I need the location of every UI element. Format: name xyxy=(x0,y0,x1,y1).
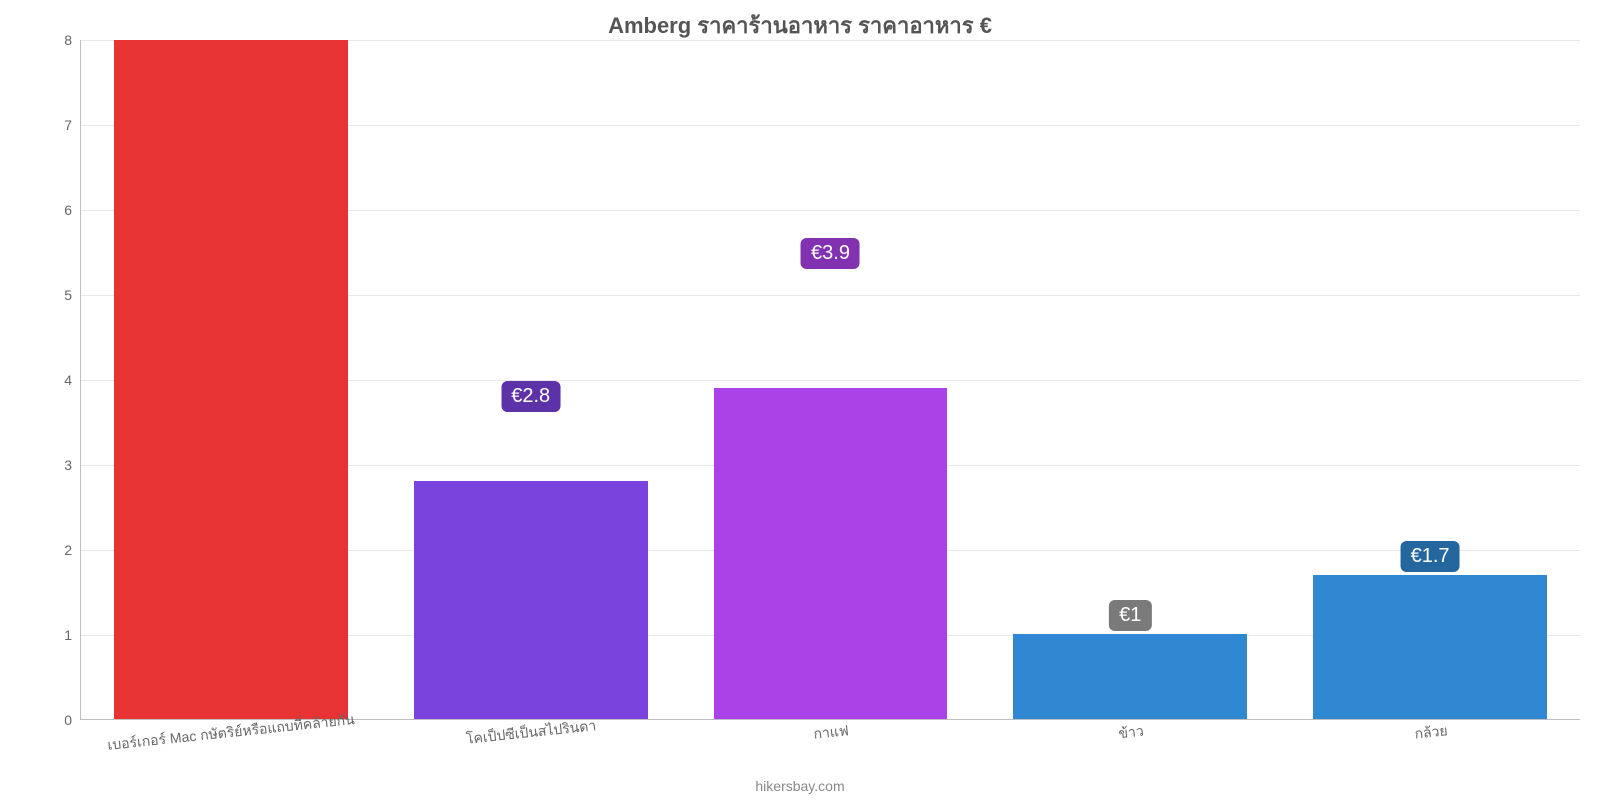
bars-row: €8 €2.8 €3.9 €1 €1.7 xyxy=(81,40,1580,719)
bar-slot: €3.9 xyxy=(681,40,981,719)
plot-area: €8 €2.8 €3.9 €1 €1.7 xyxy=(80,40,1580,720)
y-tick-label: 6 xyxy=(12,202,72,218)
x-label-slot: ข้าว xyxy=(980,722,1280,762)
y-tick-label: 2 xyxy=(12,542,72,558)
y-tick-label: 3 xyxy=(12,457,72,473)
x-axis-labels: เบอร์เกอร์ Mac กษัตริย์หรือแถบที่คล้ายกั… xyxy=(80,722,1580,762)
bar: €3.9 xyxy=(714,388,948,719)
bar: €8 xyxy=(114,40,348,719)
bar-value-badge: €1.7 xyxy=(1401,541,1460,572)
bar-slot: €8 xyxy=(81,40,381,719)
x-axis-label: โคเป็ปซีเป็นสไปรินดา xyxy=(465,715,597,751)
chart-title: Amberg ราคาร้านอาหาร ราคาอาหาร € xyxy=(0,8,1600,43)
bar: €2.8 xyxy=(414,481,648,719)
x-label-slot: โคเป็ปซีเป็นสไปรินดา xyxy=(380,722,680,762)
x-label-slot: กาแฟ xyxy=(680,722,980,762)
x-label-slot: กล้วย xyxy=(1280,722,1580,762)
y-tick-label: 7 xyxy=(12,117,72,133)
bar-value-badge: €1 xyxy=(1109,600,1151,631)
y-tick-label: 1 xyxy=(12,627,72,643)
bar-value-badge: €3.9 xyxy=(801,238,860,269)
bar-slot: €1.7 xyxy=(1280,40,1580,719)
bar-slot: €2.8 xyxy=(381,40,681,719)
y-tick-label: 8 xyxy=(12,32,72,48)
chart-container: Amberg ราคาร้านอาหาร ราคาอาหาร € €8€2.8€… xyxy=(0,0,1600,800)
y-tick-label: 5 xyxy=(12,287,72,303)
x-axis-label: กาแฟ xyxy=(812,720,849,746)
x-axis-label: กล้วย xyxy=(1414,720,1449,745)
footer-attribution: hikersbay.com xyxy=(0,778,1600,794)
bar-value-badge: €2.8 xyxy=(501,381,560,412)
y-tick-label: 0 xyxy=(12,712,72,728)
bar-slot: €1 xyxy=(980,40,1280,719)
x-label-slot: เบอร์เกอร์ Mac กษัตริย์หรือแถบที่คล้ายกั… xyxy=(80,722,380,762)
bar: €1 xyxy=(1013,634,1247,719)
y-tick-label: 4 xyxy=(12,372,72,388)
x-axis-label: ข้าว xyxy=(1117,721,1144,746)
bar: €1.7 xyxy=(1313,575,1547,719)
